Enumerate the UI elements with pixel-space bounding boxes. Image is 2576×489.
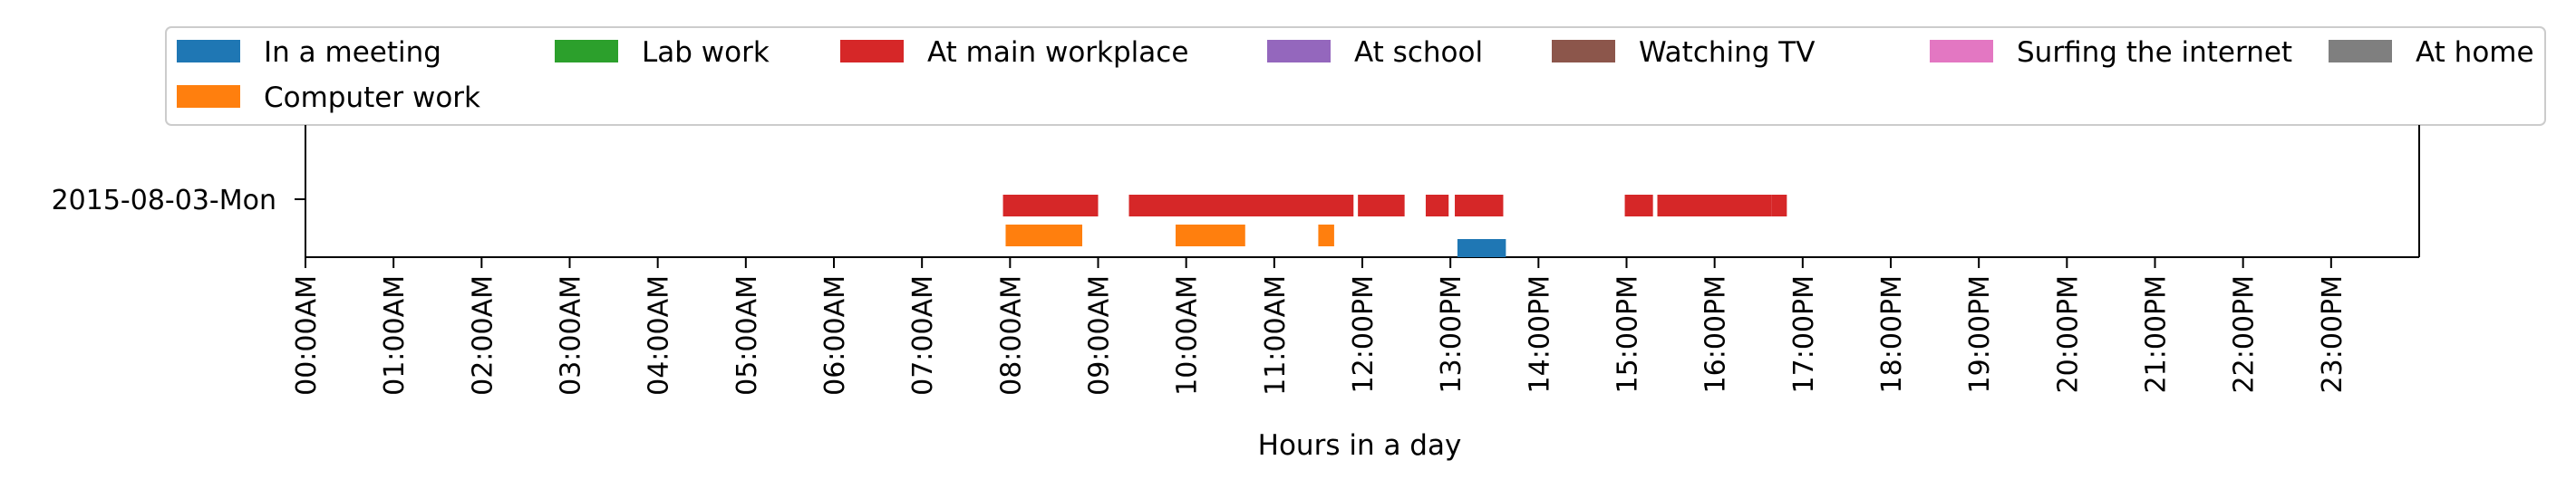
legend-item-at-school: At school (1267, 36, 1483, 69)
bar-computer-work (1005, 225, 1083, 246)
x-tick-label: 16:00PM (1700, 275, 1732, 393)
legend-label: Computer work (264, 82, 480, 114)
x-tick-label: 22:00PM (2229, 275, 2261, 393)
legend-swatch (1552, 40, 1615, 62)
x-tick-label: 01:00AM (379, 275, 411, 396)
x-tick-label: 10:00AM (1172, 275, 1204, 396)
x-tick-label: 20:00PM (2052, 275, 2084, 393)
x-tick-label: 06:00AM (819, 275, 851, 396)
x-tick-label: 07:00AM (907, 275, 939, 396)
legend-label: Lab work (642, 36, 770, 69)
x-tick-label: 05:00AM (731, 275, 763, 396)
legend-item-at-home: At home (2329, 36, 2534, 69)
x-tick-label: 23:00PM (2317, 275, 2348, 393)
x-tick-label: 17:00PM (1788, 275, 1820, 393)
legend-item-in-a-meeting: In a meeting (177, 36, 441, 69)
x-tick-label: 13:00PM (1436, 275, 1467, 393)
x-tick-label: 09:00AM (1084, 275, 1116, 396)
bar-at-main-workplace (1657, 195, 1772, 216)
legend-swatch (177, 40, 240, 62)
legend-label: In a meeting (264, 36, 441, 69)
y-tick-label: 2015-08-03-Mon (52, 185, 276, 216)
x-axis-title: Hours in a day (1258, 429, 1462, 462)
legend: In a meeting Lab work At main workplace At … (165, 26, 2546, 126)
legend-item-at-main-workplace: At main workplace (840, 36, 1188, 69)
legend-swatch (1267, 40, 1331, 62)
x-tick-label: 14:00PM (1524, 275, 1555, 393)
bar-computer-work (1176, 225, 1245, 246)
x-axis: 00:00AM 01:00AM 02:00AM 03:00AM 04:00AM 05:00… (291, 257, 2348, 396)
legend-label: Surfing the internet (2017, 36, 2292, 69)
legend-swatch (177, 85, 240, 108)
legend-swatch (1930, 40, 1993, 62)
legend-item-lab-work: Lab work (555, 36, 770, 69)
x-tick-label: 02:00AM (467, 275, 499, 396)
bar-at-main-workplace (1358, 195, 1405, 216)
legend-label: Watching TV (1639, 36, 1815, 69)
bar-at-main-workplace (1771, 195, 1787, 216)
bar-computer-work (1318, 225, 1334, 246)
x-tick-label: 08:00AM (995, 275, 1027, 396)
bar-at-main-workplace (1002, 195, 1099, 216)
y-axis: 2015-08-03-Mon (52, 185, 305, 216)
x-tick-label: 04:00AM (644, 275, 675, 396)
legend-swatch (2329, 40, 2392, 62)
x-tick-label: 11:00AM (1260, 275, 1292, 396)
legend-item-watching-tv: Watching TV (1552, 36, 1815, 69)
bar-in-a-meeting (1457, 239, 1506, 257)
bar-at-main-workplace (1425, 195, 1449, 216)
legend-swatch (840, 40, 904, 62)
x-tick-label: 18:00PM (1876, 275, 1908, 393)
x-tick-label: 12:00PM (1348, 275, 1380, 393)
x-tick-label: 19:00PM (1964, 275, 1996, 393)
legend-label: At main workplace (927, 36, 1188, 69)
series-at-main-workplace (1002, 195, 1787, 216)
x-tick-label: 00:00AM (291, 275, 323, 396)
legend-swatch (555, 40, 618, 62)
bar-at-main-workplace (1455, 195, 1504, 216)
series-computer-work (1005, 225, 1334, 246)
legend-label: At home (2416, 36, 2534, 69)
legend-label: At school (1354, 36, 1483, 69)
plot-area (305, 125, 2420, 258)
bar-at-main-workplace (1624, 195, 1653, 216)
bar-at-main-workplace (1128, 195, 1354, 216)
x-tick-label: 03:00AM (556, 275, 587, 396)
x-tick-label: 15:00PM (1612, 275, 1644, 393)
x-tick-label: 21:00PM (2141, 275, 2173, 393)
series-in-a-meeting (1457, 239, 1506, 257)
legend-item-computer-work: Computer work (177, 82, 480, 114)
legend-item-surfing-the-internet: Surfing the internet (1930, 36, 2292, 69)
